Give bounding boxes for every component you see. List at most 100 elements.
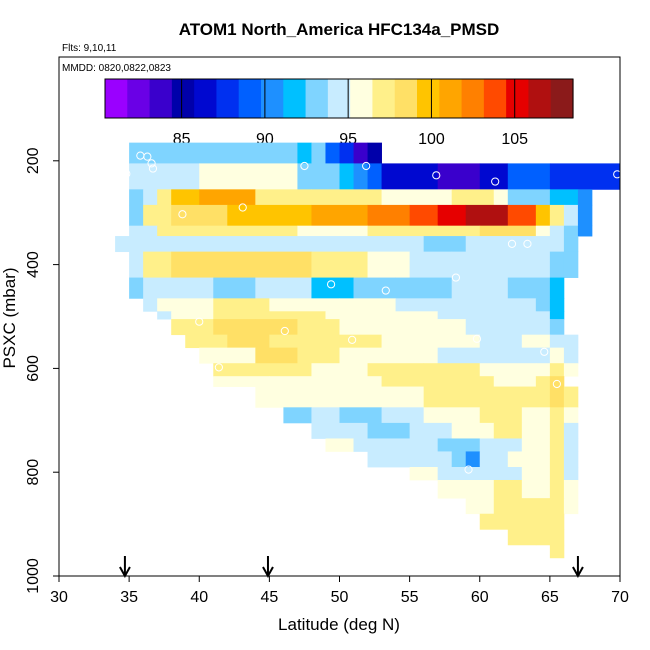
heatmap-cell <box>353 438 396 452</box>
heatmap-cell <box>479 334 523 349</box>
sample-point <box>362 161 371 171</box>
heatmap-cell <box>213 363 256 377</box>
heatmap-cell <box>255 363 312 377</box>
sample-point <box>122 169 131 178</box>
x-tick-label: 60 <box>471 589 489 606</box>
x-tick-label: 65 <box>541 589 559 606</box>
chart-title: ATOM1 North_America HFC134a_PMSD <box>179 20 500 39</box>
heatmap-cell <box>535 311 551 320</box>
heatmap-cell <box>311 386 368 408</box>
heatmap-cell <box>213 319 256 336</box>
heatmap-cell <box>409 204 439 227</box>
heatmap-cell <box>465 236 509 253</box>
heatmap-cell <box>549 498 565 515</box>
heatmap-cell <box>493 189 509 206</box>
heatmap-cell <box>171 251 256 278</box>
colorbar-swatch <box>506 79 530 118</box>
heatmap-cell <box>353 277 396 299</box>
heatmap-cell <box>115 236 144 253</box>
heatmap-cell <box>395 438 439 452</box>
colorbar-swatch <box>461 79 485 118</box>
heatmap-cell <box>325 422 368 439</box>
heatmap-cell <box>297 225 368 237</box>
heatmap-cell <box>339 298 396 312</box>
sample-points <box>119 151 622 474</box>
heatmap-cell <box>269 376 326 387</box>
heatmap-cell <box>129 277 144 299</box>
heatmap-cell <box>367 451 411 468</box>
heatmap-cell <box>493 311 537 320</box>
colorbar-tick-label: 105 <box>501 131 528 148</box>
heatmap-cell <box>563 347 579 364</box>
heatmap-cell <box>437 438 481 452</box>
flights-note: Flts: 9,10,11 <box>62 43 117 54</box>
heatmap-cell <box>563 479 579 499</box>
colorbar-swatch <box>439 79 463 118</box>
heatmap-cell <box>381 189 453 206</box>
heatmap-cell <box>367 363 425 377</box>
heatmap-cell <box>507 204 537 227</box>
heatmap-cell <box>479 513 509 530</box>
heatmap-cell <box>563 225 579 237</box>
flight-arrows <box>119 556 584 579</box>
heatmap-cell <box>409 251 453 278</box>
heatmap-cell <box>311 407 340 424</box>
colorbar-swatch <box>483 79 507 118</box>
heatmap-cell <box>213 311 270 320</box>
heatmap-cell <box>171 311 214 320</box>
heatmap-cell <box>213 298 270 312</box>
heatmap-cell <box>437 467 453 481</box>
sample-point <box>300 161 309 171</box>
heatmap-cell <box>171 204 228 227</box>
heatmap-cell <box>381 319 425 336</box>
heatmap-cell <box>353 142 368 164</box>
heatmap-cell <box>297 319 340 336</box>
heatmap-cell <box>549 513 565 530</box>
heatmap-cell <box>255 319 298 336</box>
heatmap-cell <box>353 163 368 190</box>
heatmap-cell <box>451 251 509 278</box>
sample-point <box>326 280 336 289</box>
heatmap-cell <box>577 225 593 237</box>
sample-point <box>119 281 128 290</box>
colorbar-swatch <box>550 79 574 118</box>
sample-point <box>195 317 204 326</box>
heatmap-cell <box>339 319 382 336</box>
sample-point <box>348 335 357 344</box>
y-tick-label: 1000 <box>25 558 42 594</box>
heatmap-cell <box>493 347 537 364</box>
dates-note: MMDD: 0820,0822,0823 <box>62 63 171 74</box>
heatmap-cell <box>157 311 172 320</box>
heatmap-cell <box>451 189 495 206</box>
heatmap-cell <box>437 311 495 320</box>
heatmap-cell <box>437 163 481 190</box>
heatmap-cell <box>325 142 340 164</box>
sample-point <box>143 152 152 161</box>
heatmap-cell <box>255 277 312 299</box>
heatmap-cell <box>423 236 467 253</box>
heatmap-cell <box>451 467 467 481</box>
heatmap-cell <box>339 347 382 364</box>
heatmap-cell <box>549 319 565 336</box>
x-tick-label: 50 <box>331 589 349 606</box>
heatmap-cell <box>339 407 382 424</box>
heatmap-cell <box>563 204 579 227</box>
x-tick-label: 45 <box>260 589 278 606</box>
sample-point <box>451 273 461 282</box>
heatmap-cell <box>493 376 537 387</box>
heatmap-cell <box>507 513 537 530</box>
heatmap-cell <box>549 376 565 387</box>
heatmap-cell <box>549 189 579 206</box>
heatmap-cell <box>563 438 579 452</box>
heatmap-cell <box>507 529 537 546</box>
heatmap-cell <box>157 189 172 206</box>
heatmap-cell <box>521 438 551 452</box>
heatmap-cell <box>549 251 565 278</box>
heatmap-cell <box>563 451 579 468</box>
colorbar-swatch <box>283 79 307 118</box>
colorbar-swatch <box>528 79 552 118</box>
colorbar-swatch <box>417 79 440 118</box>
heatmap-cell <box>339 163 354 190</box>
heatmap-cell <box>493 498 523 515</box>
heatmap-cell <box>437 479 467 499</box>
